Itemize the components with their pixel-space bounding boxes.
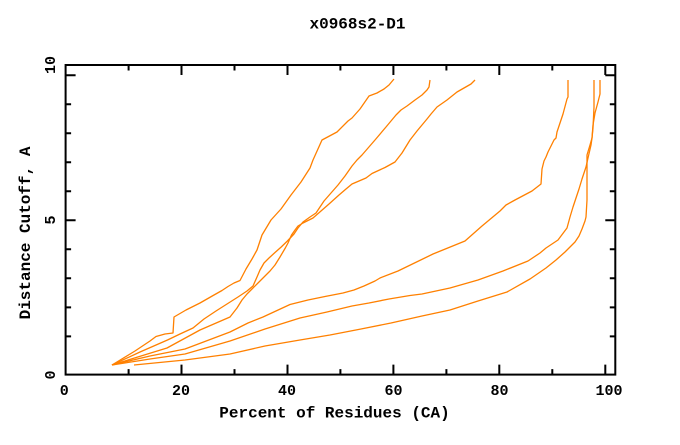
svg-text:40: 40 bbox=[278, 383, 296, 400]
svg-text:Percent of Residues (CA): Percent of Residues (CA) bbox=[219, 405, 449, 423]
svg-text:Distance Cutoff, A: Distance Cutoff, A bbox=[17, 146, 35, 319]
svg-text:x0968s2-D1: x0968s2-D1 bbox=[309, 16, 405, 34]
svg-text:5: 5 bbox=[43, 215, 60, 224]
svg-text:0: 0 bbox=[43, 370, 60, 379]
svg-text:60: 60 bbox=[384, 383, 402, 400]
svg-text:100: 100 bbox=[595, 383, 622, 400]
svg-text:0: 0 bbox=[60, 383, 69, 400]
svg-text:80: 80 bbox=[490, 383, 508, 400]
svg-text:10: 10 bbox=[43, 56, 60, 74]
svg-text:20: 20 bbox=[172, 383, 190, 400]
